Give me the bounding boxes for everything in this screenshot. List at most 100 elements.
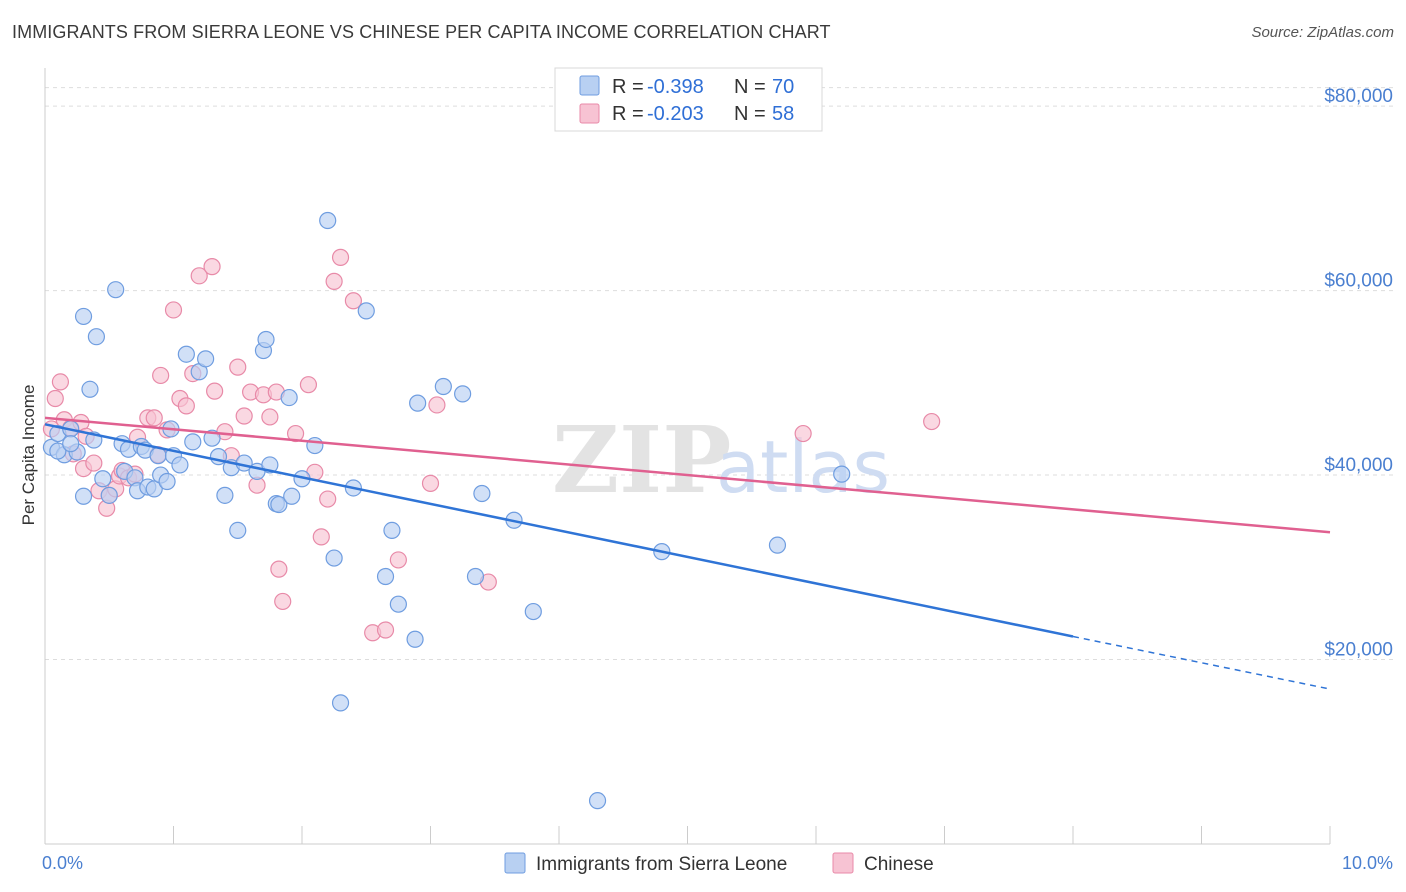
- legend-r-value-2: -0.203: [647, 103, 704, 125]
- chinese-point: [421, 474, 440, 492]
- sierra-leone-trend-line: [44, 423, 1074, 638]
- sierra-leone-point: [283, 487, 301, 505]
- sierra-leone-point: [216, 486, 234, 504]
- sierra-leone-point: [466, 567, 485, 586]
- bottom-legend-label-2: Chinese: [864, 854, 934, 875]
- bottom-legend-swatch-pink: [832, 852, 854, 874]
- sierra-leone-point: [81, 380, 99, 398]
- sierra-leone-point: [473, 484, 491, 503]
- chinese-point: [51, 373, 70, 391]
- legend-n-value-1: 70: [772, 76, 794, 98]
- y-tick-label: $20,000: [1324, 640, 1393, 661]
- sierra-leone-point: [409, 394, 427, 412]
- chinese-point: [325, 272, 343, 290]
- trend-lines: [44, 416, 1331, 690]
- chinese-trend-line: [44, 416, 1331, 534]
- axes: [44, 68, 1331, 845]
- chinese-point: [261, 408, 279, 426]
- chinese-point: [85, 454, 103, 472]
- chinese-point: [206, 382, 224, 400]
- sierra-leone-point: [158, 472, 176, 491]
- sierra-leone-point: [74, 487, 93, 505]
- sierra-leone-point: [406, 630, 424, 648]
- sierra-leone-point: [107, 281, 125, 299]
- sierra-leone-point: [270, 495, 288, 514]
- legend-n-label-2: N =: [734, 103, 766, 125]
- chinese-point: [235, 407, 253, 425]
- chinese-point: [389, 551, 407, 569]
- chinese-point: [331, 248, 350, 266]
- chinese-point: [190, 267, 208, 285]
- legend-swatch-blue: [579, 75, 600, 96]
- sierra-leone-point: [87, 328, 106, 346]
- sierra-leone-point: [62, 435, 80, 453]
- chinese-point: [145, 409, 163, 427]
- sierra-leone-point: [376, 567, 395, 586]
- chinese-point: [286, 424, 305, 443]
- chart-title: IMMIGRANTS FROM SIERRA LEONE VS CHINESE …: [12, 22, 831, 42]
- sierra-leone-point: [319, 211, 337, 230]
- y-tick-label: $60,000: [1324, 271, 1393, 292]
- chinese-point: [229, 358, 247, 376]
- sierra-leone-point: [325, 549, 343, 567]
- y-tick-label: $80,000: [1324, 86, 1393, 107]
- watermark: ZIP atlas: [552, 406, 890, 514]
- sierra-leone-point: [306, 436, 324, 455]
- source-label: Source: ZipAtlas.com: [1251, 24, 1394, 41]
- sierra-leone-point: [833, 465, 851, 483]
- legend-n-label-1: N =: [734, 76, 766, 98]
- watermark-zip: ZIP: [552, 406, 731, 514]
- sierra-leone-point: [331, 694, 350, 712]
- gridlines: [45, 87, 1395, 661]
- chinese-point: [428, 396, 446, 414]
- chinese-point: [164, 301, 183, 319]
- sierra-leone-point: [454, 385, 472, 403]
- sierra-leone-point: [49, 442, 67, 460]
- sierra-leone-point: [588, 792, 607, 810]
- x-tick-labels: 0.0% 10.0%: [42, 853, 1393, 873]
- y-tick-label: $40,000: [1324, 455, 1393, 476]
- legend-box: R = -0.398 N = 70 R = -0.203 N = 58: [554, 67, 823, 132]
- legend-r-label-1: R =: [612, 76, 644, 98]
- chinese-point: [319, 490, 337, 508]
- chinese-point: [177, 397, 195, 415]
- chinese-point: [794, 424, 812, 443]
- sierra-leone-point: [171, 456, 189, 474]
- sierra-leone-point: [389, 595, 407, 613]
- chinese-point: [46, 389, 64, 408]
- sierra-leone-point: [197, 350, 215, 368]
- chinese-point: [344, 292, 362, 310]
- y-tick-labels: $20,000 $40,000 $60,000 $80,000: [1324, 86, 1393, 660]
- sierra-leone-point: [94, 470, 112, 488]
- sierra-leone-point: [74, 307, 93, 326]
- chinese-point: [152, 366, 170, 385]
- bottom-legend-swatch-blue: [504, 852, 526, 874]
- sierra-leone-point: [100, 486, 118, 504]
- sierra-leone-point: [383, 521, 401, 540]
- sierra-leone-point: [184, 433, 202, 451]
- bottom-legend-label-1: Immigrants from Sierra Leone: [536, 854, 787, 875]
- chinese-point: [203, 258, 221, 276]
- chinese-point: [299, 376, 318, 394]
- sierra-leone-trend-extension: [1072, 635, 1331, 690]
- legend-r-value-1: -0.398: [647, 76, 704, 98]
- chinese-point: [274, 592, 292, 611]
- bottom-legend: Immigrants from Sierra Leone Chinese: [504, 852, 934, 875]
- legend-n-value-2: 58: [772, 103, 794, 125]
- legend-swatch-pink: [579, 103, 600, 124]
- x-tick-label: 10.0%: [1342, 853, 1393, 873]
- chinese-point: [376, 621, 395, 639]
- chinese-point: [312, 528, 330, 546]
- x-tick-label: 0.0%: [42, 853, 83, 873]
- sierra-leone-point: [434, 377, 452, 396]
- sierra-leone-point: [177, 345, 195, 363]
- sierra-leone-point: [280, 388, 298, 407]
- sierra-leone-point: [524, 602, 542, 621]
- legend-r-label-2: R =: [612, 103, 644, 125]
- sierra-leone-point: [357, 302, 375, 320]
- chinese-point: [923, 412, 941, 431]
- sierra-leone-point: [229, 521, 247, 540]
- chinese-point: [270, 560, 288, 578]
- sierra-leone-point: [257, 330, 275, 349]
